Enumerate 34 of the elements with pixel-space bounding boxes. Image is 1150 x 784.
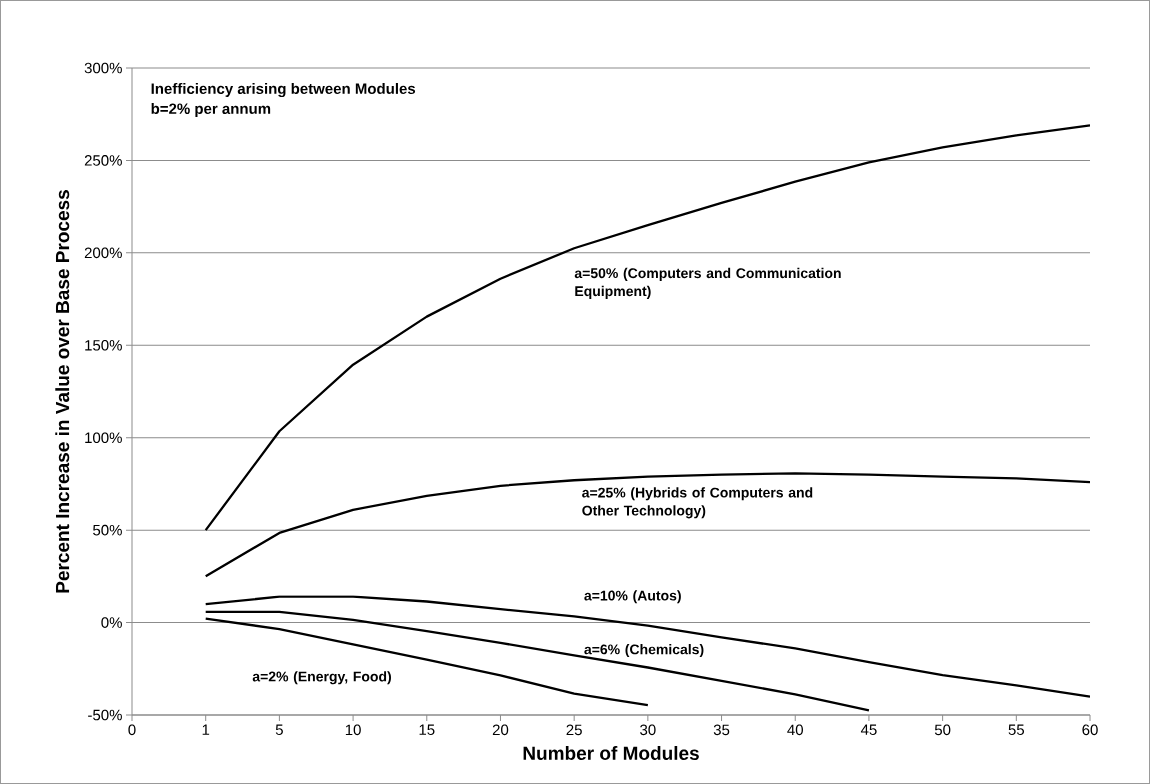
series-label: a=2% (Energy, Food) <box>252 671 391 685</box>
x-tick-label: 30 <box>640 724 656 736</box>
y-tick-label: 0% <box>101 617 122 628</box>
y-tick-label: 50% <box>93 524 122 536</box>
x-tick-label: 1 <box>202 724 210 735</box>
y-tick-label: -50% <box>88 709 122 721</box>
x-tick-label: 25 <box>566 724 582 736</box>
x-tick-label: 35 <box>713 724 730 736</box>
y-tick-label: 300% <box>84 62 122 74</box>
x-tick-label: 45 <box>860 724 877 735</box>
x-tick-label: 40 <box>787 724 803 736</box>
annotation: b=2% per annum <box>151 102 271 117</box>
x-tick-label: 20 <box>492 724 509 736</box>
x-tick-label: 50 <box>934 724 951 736</box>
y-tick-label: 100% <box>85 432 122 444</box>
series-label: a=10% (Autos) <box>584 590 681 604</box>
x-tick-label: 0 <box>128 724 136 736</box>
x-tick-label: 15 <box>419 724 435 735</box>
x-tick-label: 5 <box>275 724 283 735</box>
x-tick-label: 60 <box>1082 724 1098 736</box>
series-label: a=50% (Computers and Communication Equipment) <box>574 267 841 299</box>
y-axis-title: Percent Increase in Value over Base Process <box>55 190 70 593</box>
x-tick-label: 10 <box>345 724 361 736</box>
series-label: a=6% (Chemicals) <box>584 644 704 658</box>
line-series <box>204 472 1091 578</box>
series-label: a=25% (Hybrids of Computers and Other Technology) <box>582 487 813 519</box>
line-series <box>204 124 1091 532</box>
x-tick-label: 55 <box>1008 724 1025 735</box>
x-axis-title: Number of Modules <box>523 746 699 760</box>
line-series <box>204 610 871 712</box>
annotation: Inefficiency arising between Modules <box>151 82 416 98</box>
y-tick-label: 200% <box>84 247 122 259</box>
y-tick-label: 150% <box>85 339 122 351</box>
y-tick-label: 250% <box>84 155 122 166</box>
